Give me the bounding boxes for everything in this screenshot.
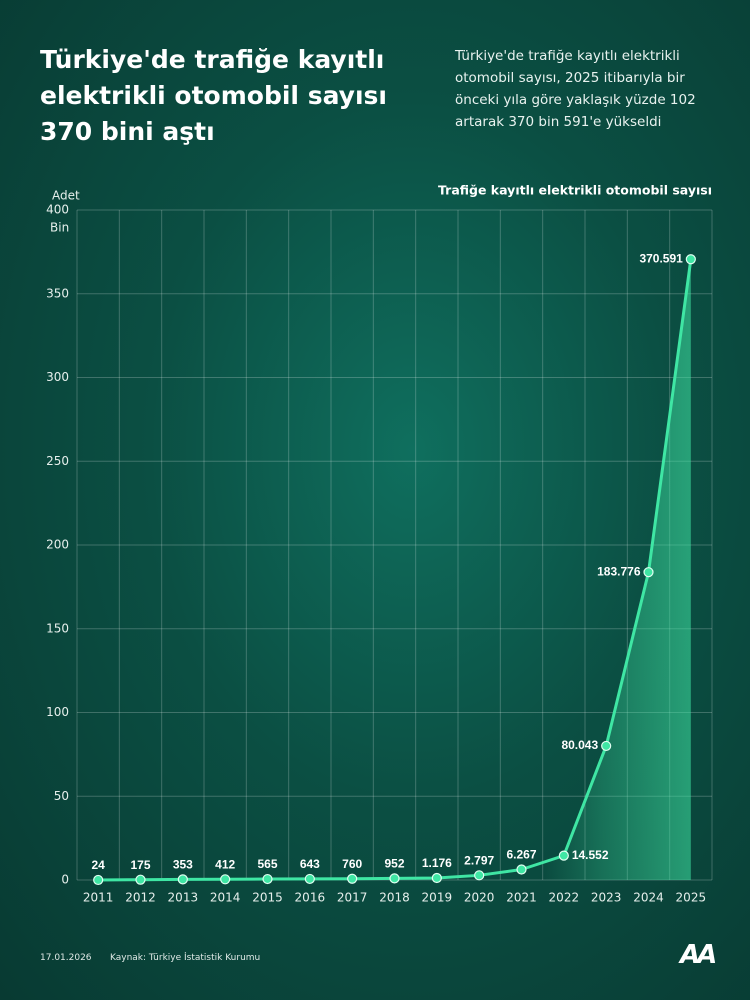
chart-title: Türkiye'de trafiğe kayıtlı elektrikli ot…	[40, 45, 387, 146]
data-label: 643	[300, 857, 320, 871]
point	[262, 873, 273, 885]
point	[177, 874, 188, 885]
x-tick-label: 2013	[168, 891, 199, 905]
point	[516, 864, 527, 875]
logo: AA	[680, 940, 717, 970]
point	[474, 870, 485, 881]
x-tick-label: 2011	[83, 891, 114, 905]
point	[601, 740, 612, 752]
chart-subtitle: Türkiye'de trafiğe kayıtlı elektrikli ot…	[455, 48, 696, 130]
data-label: 1.176	[422, 856, 452, 870]
data-label: 353	[173, 858, 193, 872]
x-tick-label: 2025	[676, 891, 707, 905]
data-label: 14.552	[572, 848, 609, 862]
x-tick-label: 2014	[210, 891, 241, 905]
x-tick-label: 2015	[252, 891, 283, 905]
data-label: 952	[384, 857, 404, 871]
point	[347, 873, 358, 884]
y-tick-label: 200	[46, 538, 69, 552]
x-tick-label: 2019	[422, 891, 453, 905]
x-tick-label: 2022	[549, 891, 580, 905]
data-label: 565	[257, 857, 277, 871]
point	[93, 874, 104, 886]
x-tick-label: 2021	[506, 891, 537, 905]
y-axis-label: Adet	[52, 189, 80, 203]
data-label: 80.043	[561, 738, 598, 752]
y-axis-unit: Bin	[50, 221, 69, 235]
x-tick-label: 2023	[591, 891, 622, 905]
y-tick-label: 250	[46, 454, 69, 468]
x-tick-label: 2018	[379, 891, 410, 905]
y-tick-label: 0	[61, 873, 69, 887]
source: Kaynak: Türkiye İstatistik Kurumu	[110, 953, 261, 963]
point	[685, 254, 696, 265]
area	[98, 259, 691, 880]
x-tick-label: 2012	[125, 891, 156, 905]
data-label: 183.776	[597, 564, 641, 578]
y-tick-label: 50	[54, 789, 69, 803]
point	[389, 873, 400, 884]
point	[558, 850, 569, 861]
y-tick-label: 300	[46, 370, 69, 384]
data-label: 175	[130, 858, 150, 872]
point	[135, 874, 146, 885]
data-label: 6.267	[506, 848, 536, 862]
y-tick-label: 400	[46, 203, 69, 217]
data-label: 412	[215, 857, 235, 871]
x-tick-label: 2024	[633, 891, 664, 905]
data-label: 24	[91, 858, 105, 872]
point	[643, 567, 654, 578]
x-tick-label: 2017	[337, 891, 368, 905]
x-tick-label: 2016	[295, 891, 326, 905]
data-label: 370.591	[639, 251, 683, 265]
data-label: 2.797	[464, 853, 494, 867]
point	[220, 874, 231, 885]
data-label: 760	[342, 857, 362, 871]
y-tick-label: 350	[46, 286, 69, 300]
y-tick-label: 150	[46, 621, 69, 635]
legend-entry: Trafiğe kayıtlı elektrikli otomobil sayı…	[438, 183, 712, 198]
point	[304, 873, 315, 885]
x-tick-label: 2020	[464, 891, 495, 905]
point	[431, 872, 442, 884]
y-tick-label: 100	[46, 705, 69, 719]
date: 17.01.2026	[40, 953, 92, 963]
